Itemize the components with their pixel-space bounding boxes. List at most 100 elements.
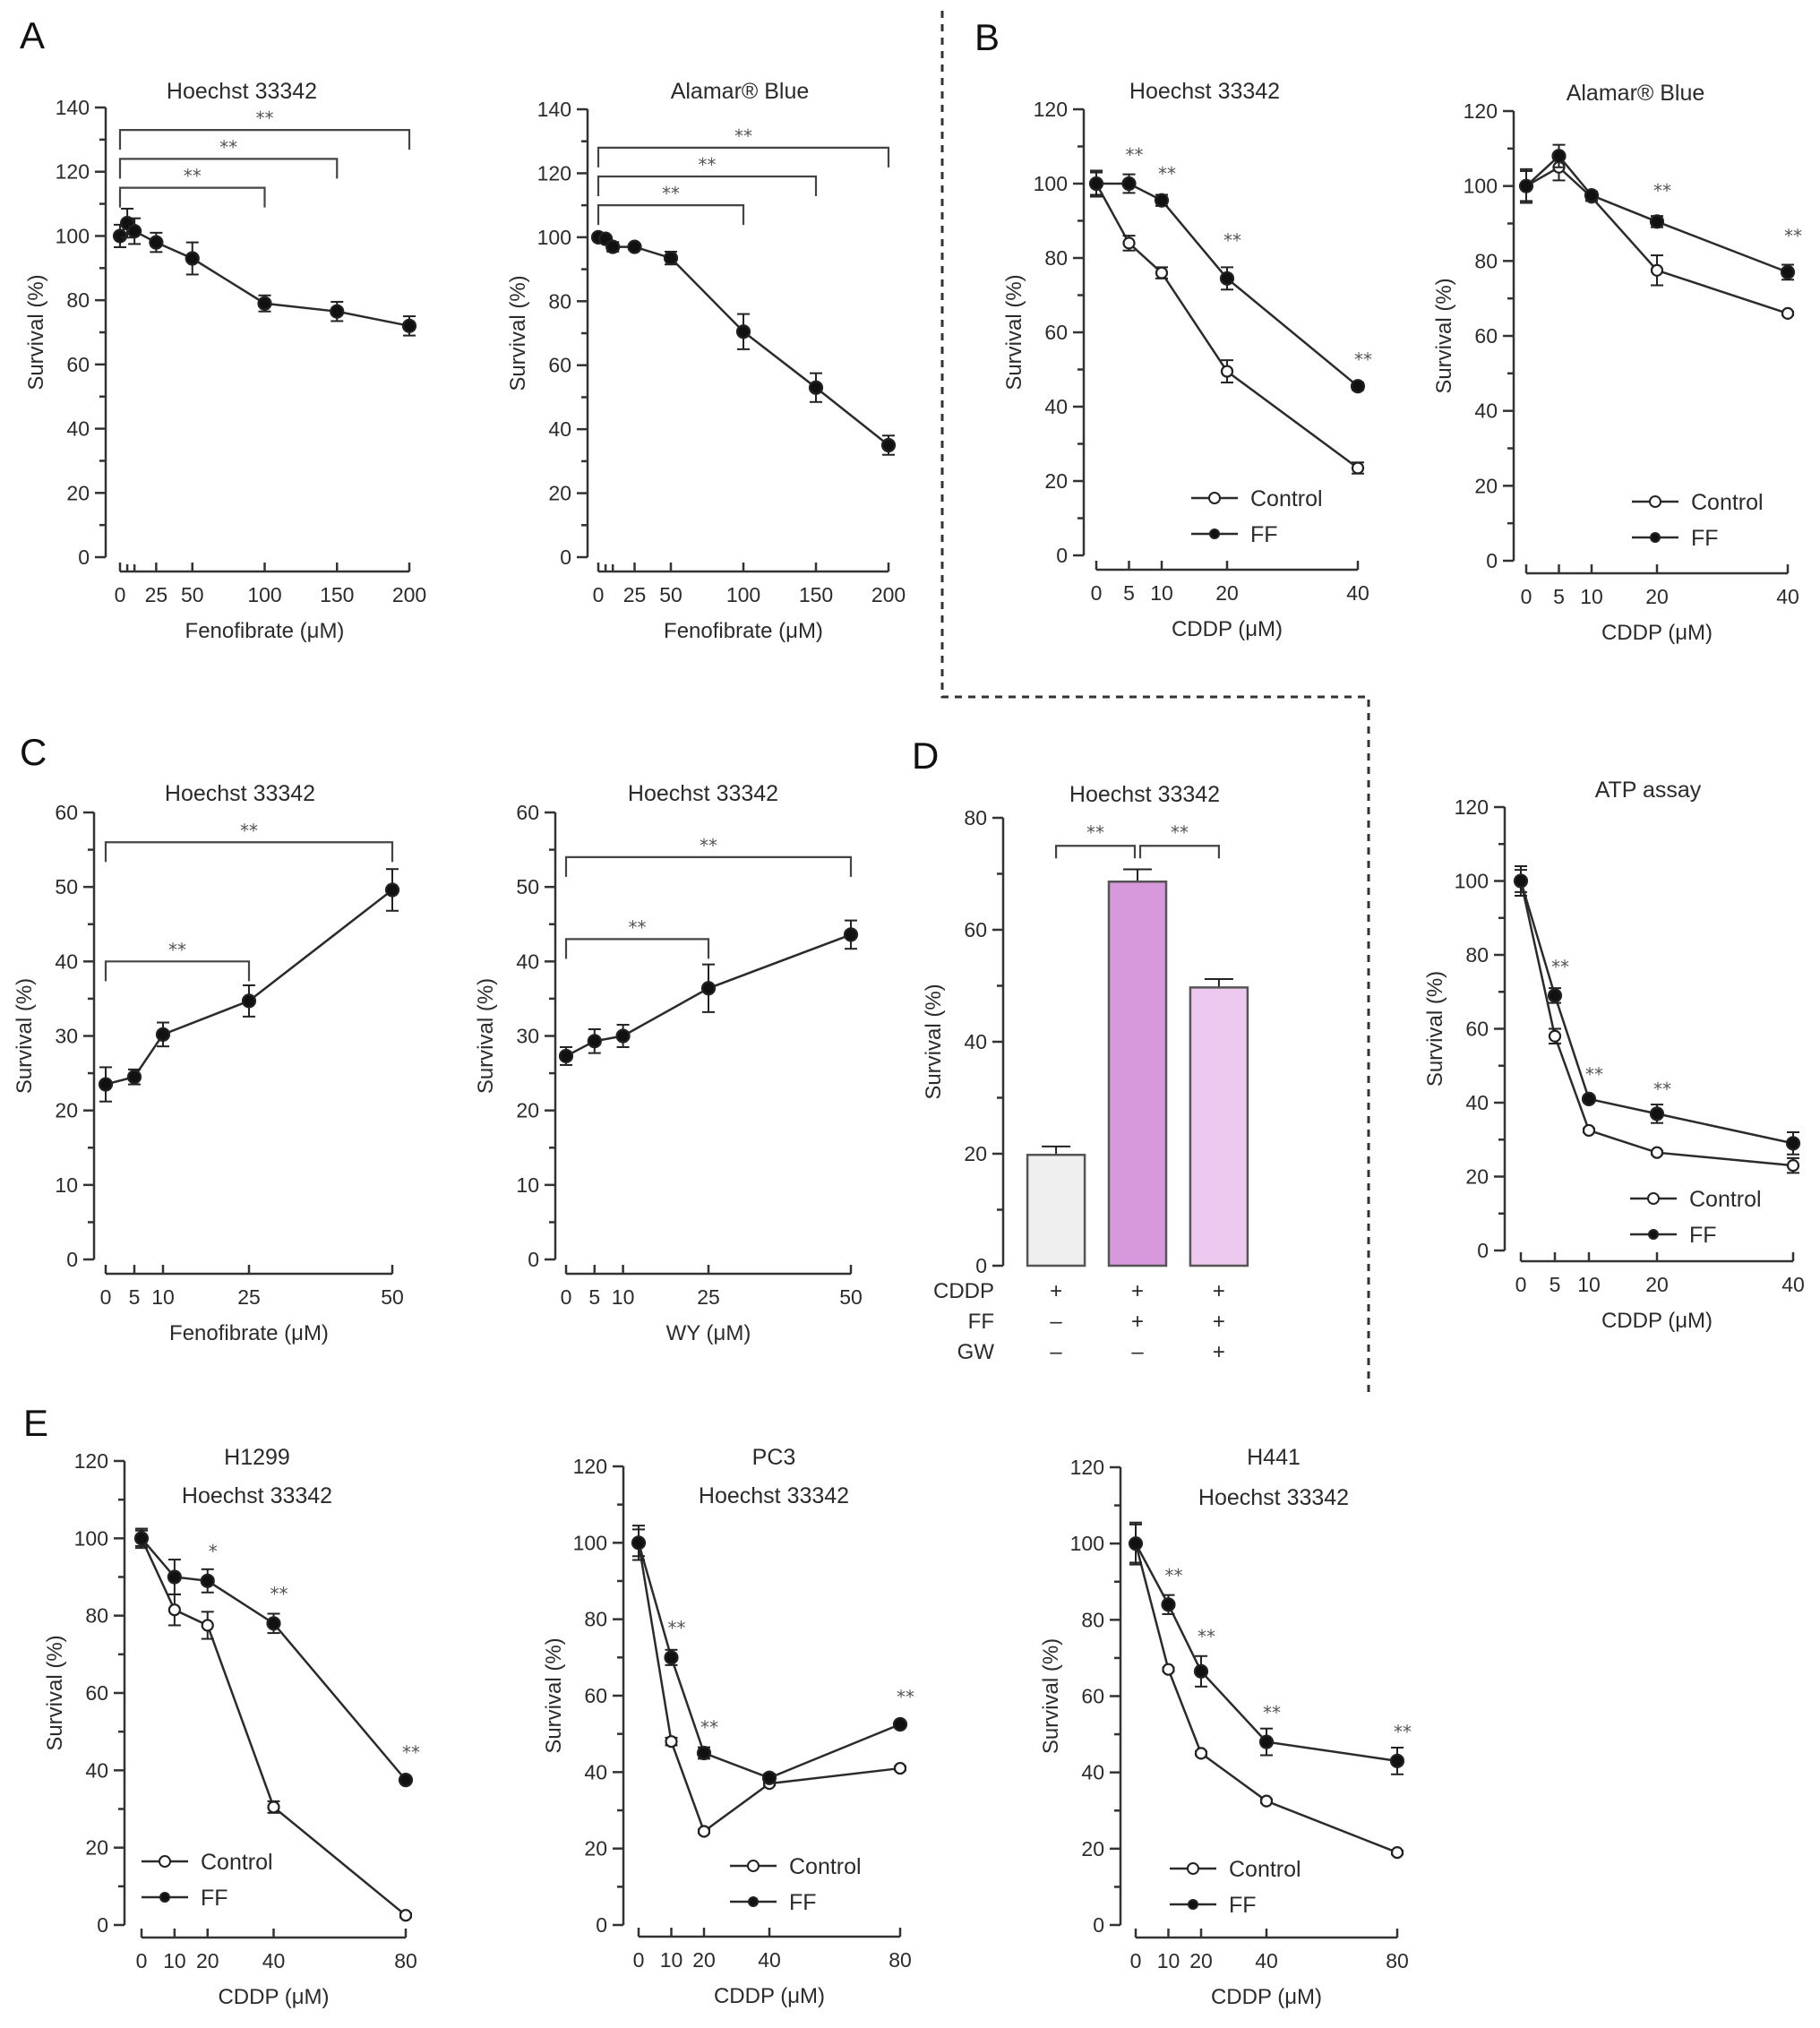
x-tick-label: 0 [633, 1948, 645, 1972]
y-tick-label: 60 [964, 918, 987, 941]
data-point-filled [696, 1745, 712, 1761]
chart-title: PC3 [752, 1445, 796, 1470]
y-tick-label: 80 [584, 1608, 607, 1631]
x-tick-label: 5 [129, 1285, 141, 1309]
significance-label: ** [219, 136, 237, 158]
significance-label: ** [734, 125, 752, 147]
data-point-open [1781, 306, 1795, 320]
data-point-open [267, 1800, 280, 1814]
x-tick-label: 25 [623, 583, 647, 606]
data-point-filled [1581, 1091, 1597, 1106]
data-point-open [1155, 266, 1169, 279]
data-point-filled [384, 882, 400, 898]
legend-marker-open [159, 1855, 171, 1868]
x-axis-label: Fenofibrate (μM) [169, 1321, 329, 1345]
chart-title: H441 [1247, 1445, 1301, 1470]
data-point-filled [880, 437, 897, 453]
y-tick-label: 100 [573, 1531, 607, 1554]
data-point-open [1220, 365, 1234, 378]
y-tick-label: 80 [66, 288, 90, 312]
data-point-open [1650, 1146, 1664, 1159]
y-axis-label: Survival (%) [922, 984, 946, 1099]
y-axis-label: Survival (%) [1002, 274, 1026, 390]
y-tick-label: 20 [1474, 474, 1498, 497]
x-tick-label: 5 [1553, 585, 1565, 608]
y-tick-label: 20 [66, 481, 90, 504]
panel-letter-a: A [20, 14, 45, 56]
data-point-filled [241, 993, 257, 1009]
y-tick-label: 0 [596, 1913, 607, 1937]
y-tick-label: 0 [1477, 1239, 1489, 1262]
y-tick-label: 10 [55, 1173, 78, 1197]
x-tick-label: 20 [1645, 1273, 1669, 1296]
y-tick-label: 120 [1464, 99, 1498, 123]
y-tick-label: 80 [1465, 943, 1489, 967]
data-point-open [1650, 263, 1664, 277]
x-axis-label: CDDP (μM) [1172, 617, 1283, 641]
x-tick-label: 80 [1386, 1949, 1409, 1972]
data-point-open [1390, 1845, 1404, 1860]
data-point-filled [615, 1028, 631, 1044]
y-tick-label: 120 [1034, 98, 1068, 121]
chart-a-hoechst: Hoechst 33342 0 20 40 60 80 100 120 140 Survival … [24, 79, 426, 643]
data-point-filled [627, 239, 642, 254]
chart-b-alamar-blue: Alamar® Blue 0 20 40 60 80 100 120 Survival (%) 0… [1432, 81, 1802, 645]
legend-item-ff: FF [142, 1886, 228, 1911]
data-point-filled [1551, 149, 1567, 164]
legend-marker-open [1647, 1192, 1660, 1205]
legend-item-ff: FF [1630, 1223, 1717, 1248]
panel-letter-b: B [974, 16, 1000, 58]
legend-marker-filled [1648, 1229, 1659, 1240]
y-tick-label: 140 [56, 96, 90, 119]
data-point-filled [98, 1077, 114, 1092]
significance-label: ** [1158, 163, 1176, 185]
significance-label: ** [700, 835, 717, 856]
data-point-open [1259, 1794, 1274, 1808]
legend-item-control: Control [730, 1854, 862, 1879]
x-tick-label: 40 [1781, 1273, 1805, 1296]
x-tick-label: 10 [1157, 1949, 1180, 1972]
significance-bracket [564, 855, 853, 877]
x-tick-label: 10 [1150, 581, 1173, 605]
x-tick-label: 10 [1580, 585, 1603, 608]
y-tick-label: 0 [1056, 544, 1068, 567]
x-tick-label: 0 [1515, 1273, 1527, 1296]
y-tick-label: 100 [537, 226, 571, 249]
x-tick-label: 150 [799, 583, 833, 606]
significance-label: ** [1394, 1721, 1412, 1742]
y-tick-label: 40 [1465, 1091, 1489, 1114]
y-tick-label: 40 [964, 1030, 987, 1053]
data-point-open [1548, 1029, 1562, 1043]
bar [1107, 881, 1168, 1268]
significance-bracket [118, 158, 339, 179]
data-point-filled [257, 296, 272, 311]
x-tick-label: 150 [320, 583, 354, 606]
legend-label: Control [789, 1854, 862, 1879]
significance-bracket [118, 186, 266, 208]
y-tick-label: 140 [537, 98, 571, 121]
x-axis-label: WY (μM) [666, 1321, 751, 1345]
x-axis-label: CDDP (μM) [1211, 1985, 1322, 2009]
x-axis-label: CDDP (μM) [714, 1984, 825, 2008]
data-point-filled [605, 239, 621, 254]
data-point-open [1786, 1159, 1800, 1173]
data-point-filled [1088, 176, 1104, 192]
legend-marker-filled [1188, 1899, 1198, 1910]
data-point-filled [1258, 1734, 1275, 1749]
significance-label: ** [629, 916, 647, 938]
significance-label: ** [699, 154, 717, 176]
data-point-filled [735, 324, 751, 339]
x-tick-label: 0 [1091, 581, 1103, 605]
x-tick-label: 0 [561, 1285, 572, 1309]
x-tick-label: 0 [136, 1949, 148, 1972]
significance-label: ** [1126, 144, 1144, 166]
x-tick-label: 25 [237, 1285, 261, 1309]
data-point-filled [1128, 1536, 1144, 1551]
y-tick-label: 60 [1081, 1685, 1104, 1708]
y-tick-label: 100 [1464, 175, 1498, 198]
x-tick-label: 40 [1346, 581, 1369, 605]
chart-title: Alamar® Blue [671, 79, 810, 104]
significance-bracket [597, 204, 745, 226]
